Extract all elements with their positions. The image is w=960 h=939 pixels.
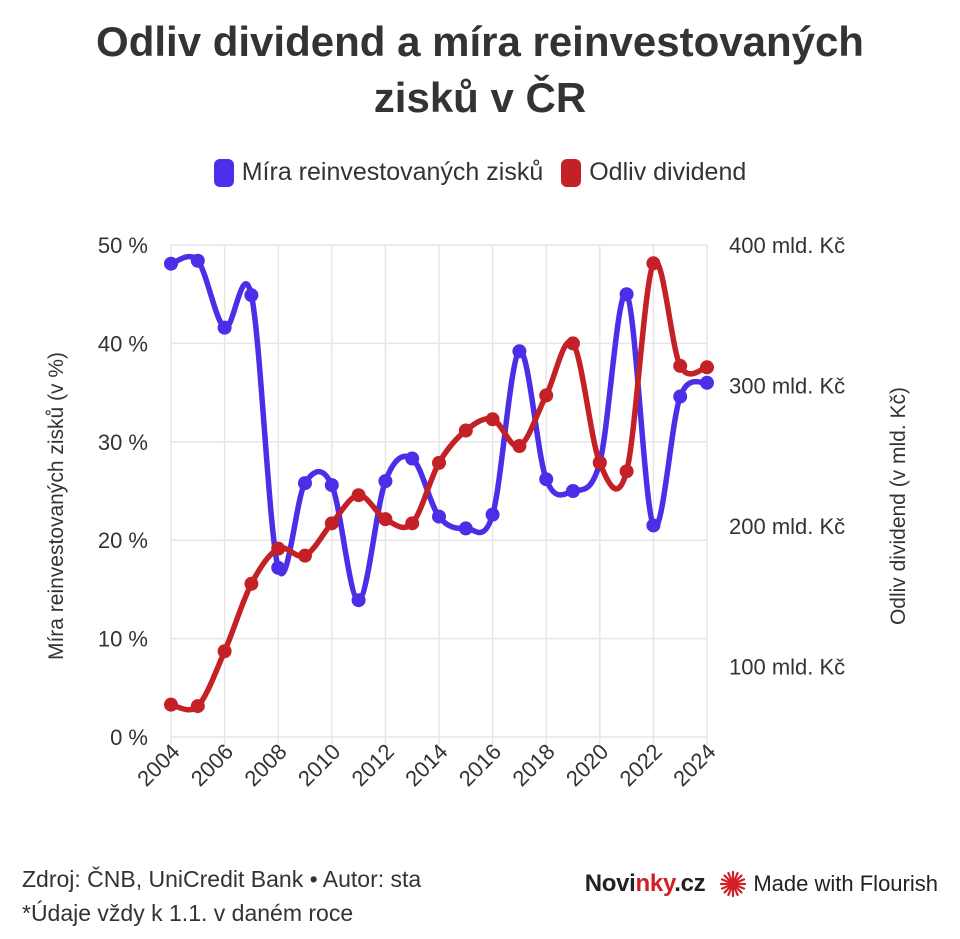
chart-title-line1: Odliv dividend a míra reinvestovaných — [96, 18, 864, 65]
y-left-tick-label: 30 % — [98, 430, 148, 455]
legend-item-reinvest[interactable]: Míra reinvestovaných zisků — [213, 158, 544, 187]
footer-source: Zdroj: ČNB, UniCredit Bank • Autor: sta — [22, 866, 422, 892]
y-right-tick-label: 100 mld. Kč — [729, 655, 845, 680]
data-point-dividends — [539, 388, 554, 403]
legend-item-dividends[interactable]: Odliv dividend — [561, 158, 746, 187]
y-left-tick-label: 0 % — [110, 725, 148, 750]
data-point-dividends — [485, 412, 500, 427]
flourish-credit[interactable]: Made with Flourish — [719, 870, 938, 898]
y-left-tick-label: 50 % — [98, 233, 148, 258]
data-point-dividends — [378, 512, 393, 527]
brand-part-c: .cz — [674, 870, 706, 897]
data-point-reinvest — [164, 256, 178, 271]
x-tick-label: 2012 — [347, 739, 399, 791]
legend-swatch-dividends — [561, 158, 582, 187]
data-point-dividends — [351, 488, 366, 503]
footer-note: *Údaje vždy k 1.1. v daném roce — [22, 900, 354, 926]
data-point-reinvest — [512, 344, 527, 359]
data-point-dividends — [458, 423, 473, 438]
x-tick-label: 2016 — [454, 739, 506, 791]
x-tick-label: 2008 — [239, 739, 291, 791]
data-point-dividends — [673, 358, 688, 373]
footer-notes: Zdroj: ČNB, UniCredit Bank • Autor: sta … — [22, 862, 421, 930]
legend-label-reinvest: Míra reinvestovaných zisků — [241, 158, 544, 186]
data-point-dividends — [244, 576, 259, 591]
y-right-tick-label: 400 mld. Kč — [729, 233, 845, 258]
data-point-dividends — [512, 439, 527, 454]
y-left-tick-label: 10 % — [98, 627, 148, 652]
x-tick-label: 2020 — [561, 739, 613, 791]
data-point-reinvest — [485, 507, 500, 522]
data-point-reinvest — [271, 560, 286, 575]
y-right-axis-title: Odliv dividend (v mld. Kč) — [887, 387, 910, 625]
flourish-burst-icon — [720, 870, 747, 898]
data-point-dividends — [646, 256, 661, 271]
data-point-dividends — [164, 697, 178, 712]
x-tick-label: 2010 — [293, 739, 345, 791]
data-point-dividends — [566, 336, 580, 351]
data-point-reinvest — [673, 389, 688, 404]
data-point-reinvest — [351, 593, 366, 608]
data-point-reinvest — [378, 474, 393, 489]
x-tick-label: 2018 — [507, 739, 559, 791]
data-point-dividends — [700, 360, 714, 375]
data-point-reinvest — [458, 521, 473, 536]
data-point-reinvest — [244, 288, 259, 303]
chart-title: Odliv dividend a míra reinvestovaných zi… — [0, 14, 960, 126]
data-point-reinvest — [324, 478, 339, 493]
legend-label-dividends: Odliv dividend — [589, 158, 747, 186]
data-point-dividends — [432, 455, 446, 470]
data-point-dividends — [619, 464, 634, 479]
data-point-reinvest — [566, 484, 580, 498]
data-point-dividends — [271, 541, 286, 556]
data-point-reinvest — [405, 451, 420, 466]
data-point-reinvest — [432, 509, 446, 524]
data-point-dividends — [190, 699, 205, 714]
y-left-axis-title: Míra reinvestovaných zisků (v %) — [45, 352, 68, 660]
data-point-dividends — [405, 516, 420, 531]
brand-part-a: Novi — [584, 870, 636, 897]
data-point-reinvest — [217, 320, 232, 335]
data-point-reinvest — [190, 253, 205, 268]
chart-area: 0 %10 %20 %30 %40 %50 %2004 2006 2008 2010 2… — [45, 233, 910, 791]
data-point-reinvest — [298, 476, 312, 491]
data-point-dividends — [324, 516, 339, 531]
footer-branding: Novinky.cz Made with Flourish — [585, 870, 938, 898]
novinky-logo[interactable]: Novinky.cz — [585, 870, 706, 898]
data-point-dividends — [298, 548, 312, 563]
y-right-tick-label: 300 mld. Kč — [729, 374, 845, 399]
legend: Míra reinvestovaných zisků Odliv dividen… — [0, 158, 960, 187]
brand-part-b: nky — [635, 870, 675, 897]
data-point-dividends — [592, 455, 607, 470]
y-left-tick-label: 20 % — [98, 528, 148, 553]
x-tick-label: 2014 — [400, 739, 452, 791]
y-right-tick-label: 200 mld. Kč — [729, 514, 845, 539]
chart-title-line2: zisků v ČR — [373, 74, 587, 121]
flourish-label: Made with Flourish — [753, 871, 938, 896]
data-point-dividends — [217, 644, 232, 659]
data-point-reinvest — [700, 375, 714, 390]
legend-swatch-reinvest — [213, 158, 234, 187]
y-left-tick-label: 40 % — [98, 331, 148, 356]
data-point-reinvest — [646, 518, 661, 533]
x-tick-label: 2024 — [668, 739, 720, 791]
data-point-reinvest — [619, 287, 634, 302]
data-point-reinvest — [539, 472, 554, 487]
x-tick-label: 2022 — [615, 739, 667, 791]
x-tick-label: 2006 — [186, 739, 238, 791]
